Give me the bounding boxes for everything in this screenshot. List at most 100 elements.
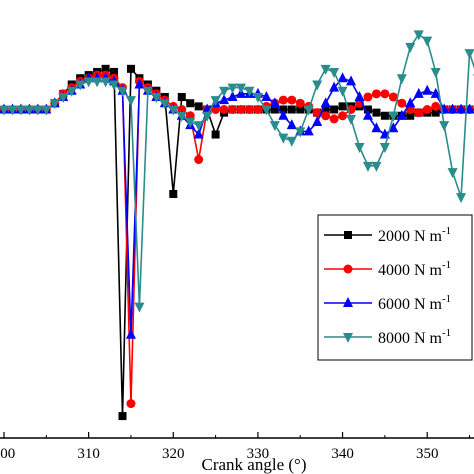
legend-label: 6000 N m-1 [378, 293, 451, 313]
legend-entry: 6000 N m-1 [324, 293, 451, 313]
data-point [228, 105, 238, 114]
data-point [109, 80, 120, 91]
data-point [346, 114, 357, 125]
data-point [362, 109, 373, 120]
data-point [338, 102, 347, 111]
data-point [430, 67, 441, 78]
data-point [363, 92, 373, 102]
data-point [312, 116, 323, 127]
data-point [286, 136, 297, 147]
data-point [0, 105, 9, 116]
data-point [380, 111, 389, 120]
data-point [134, 302, 145, 313]
data-point [354, 143, 365, 154]
data-point [439, 121, 450, 132]
legend-entry: 4000 N m-1 [324, 259, 451, 279]
data-point [15, 105, 26, 116]
data-point [405, 97, 416, 108]
data-point [406, 111, 415, 120]
data-point [193, 128, 204, 139]
data-point [126, 399, 136, 409]
data-point [151, 92, 162, 103]
x-tick-label: 320 [162, 446, 185, 462]
data-point [100, 77, 111, 88]
legend-label: 4000 N m-1 [378, 259, 451, 279]
data-point [193, 121, 204, 132]
data-point [58, 92, 69, 103]
data-point [176, 111, 187, 122]
data-point [380, 89, 390, 99]
data-point [320, 64, 331, 75]
data-point [296, 105, 305, 114]
data-point [371, 122, 382, 133]
data-point [186, 99, 195, 108]
data-point [210, 96, 221, 107]
x-tick-label: 350 [416, 446, 439, 462]
x-tick-label: 310 [77, 446, 100, 462]
data-point [92, 77, 103, 88]
data-point [244, 86, 255, 97]
data-point [414, 108, 424, 118]
data-point [413, 30, 424, 41]
data-point [236, 83, 246, 94]
data-point [312, 108, 322, 118]
data-point [177, 92, 186, 101]
data-point [194, 102, 203, 111]
data-point [337, 72, 348, 83]
data-point [397, 98, 407, 108]
data-point [303, 105, 314, 116]
data-point [422, 36, 433, 47]
data-point [125, 328, 136, 339]
data-point [295, 98, 305, 108]
data-point [279, 105, 288, 114]
data-point [185, 111, 195, 121]
data-point [431, 108, 440, 117]
x-axis-title: Crank angle (°) [202, 455, 307, 474]
data-point [371, 89, 381, 99]
data-point [168, 105, 179, 116]
data-point [295, 127, 306, 138]
data-point [194, 155, 204, 165]
legend-box [317, 214, 473, 361]
data-point [211, 105, 221, 114]
data-point [337, 86, 348, 97]
legend-marker [343, 264, 353, 274]
data-point [354, 90, 365, 101]
data-point [142, 86, 153, 97]
data-point [244, 105, 254, 114]
data-point [117, 86, 128, 97]
data-point [253, 105, 263, 114]
plot-area [0, 30, 474, 421]
data-point [41, 105, 52, 116]
data-point [371, 161, 382, 172]
data-point [338, 111, 348, 121]
data-point [346, 75, 357, 86]
data-point [219, 105, 229, 114]
data-point [362, 161, 373, 172]
data-point [303, 125, 314, 136]
data-point [159, 99, 170, 110]
data-point [278, 133, 289, 144]
legend: 2000 N m-1 4000 N m-1 6000 N m-1 8000 N m-1 [317, 214, 473, 361]
data-point [24, 105, 35, 116]
data-point [278, 109, 289, 120]
data-point [75, 80, 86, 91]
data-point [379, 143, 390, 154]
data-point [185, 118, 196, 129]
data-point [329, 114, 339, 124]
data-point [363, 105, 372, 114]
x-tick-label: 340 [331, 446, 354, 462]
data-point [49, 99, 60, 110]
data-point [261, 105, 272, 116]
data-point [456, 193, 467, 204]
data-point [169, 189, 178, 198]
data-point [312, 80, 323, 91]
data-point [422, 84, 433, 95]
data-point [211, 130, 220, 139]
legend-entry: 8000 N m-1 [324, 327, 451, 347]
data-point [269, 121, 280, 132]
x-tick-label: 300 [0, 446, 15, 462]
data-point [7, 105, 18, 116]
data-point [177, 105, 187, 114]
legend-marker [344, 231, 352, 239]
